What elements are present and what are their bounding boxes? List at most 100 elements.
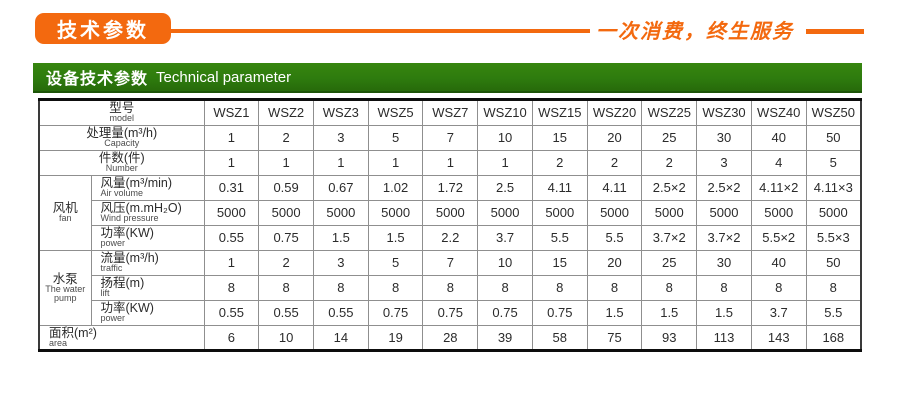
value-cell: 15 (531, 124, 588, 151)
value-cell: 5000 (422, 199, 479, 226)
value-cell: 8 (203, 274, 260, 301)
model-header-cell: WSZ15 (531, 99, 588, 126)
value-cell: 2.5 (477, 174, 533, 201)
table-body: 处理量(m³/h) Capacity 1 2 3 5 7 10 15 20 25 30 40 50 件数(件… (38, 124, 862, 352)
value-cell: 3.7×2 (641, 224, 698, 251)
value-cell: 113 (696, 324, 752, 352)
value-cell: 10 (477, 124, 533, 151)
value-cell: 5.5 (805, 299, 862, 326)
value-cell: 3.7 (477, 224, 533, 251)
model-header-cell: WSZ2 (258, 99, 314, 126)
table-header-row: 型号 model WSZ1 WSZ2 WSZ3 WSZ5 WSZ7 WSZ10 WSZ15 WSZ… (38, 99, 862, 126)
value-cell: 0.55 (203, 299, 260, 326)
param-label-cell: 面积(m²) area (38, 324, 205, 352)
tech-params-badge-label: 技术参数 (57, 20, 149, 42)
value-cell: 3 (312, 249, 369, 276)
value-cell: 0.75 (422, 299, 479, 326)
value-cell: 5000 (312, 199, 369, 226)
table-row: 功率(KW) power 0.55 0.75 1.5 1.5 2.2 3.7 5.5 5.5 3.7… (39, 224, 862, 251)
model-header-cell: WSZ3 (312, 99, 369, 126)
table-row: 处理量(m³/h) Capacity 1 2 3 5 7 10 15 20 25 30 40 50 (38, 124, 862, 151)
value-cell: 1.5 (312, 224, 369, 251)
value-cell: 40 (750, 249, 807, 276)
value-cell: 1.5 (696, 299, 752, 326)
value-cell: 5000 (805, 199, 862, 226)
value-cell: 1.02 (367, 174, 424, 201)
value-cell: 50 (805, 124, 862, 151)
value-cell: 5.5 (586, 224, 643, 251)
value-cell: 2 (258, 249, 314, 276)
value-cell: 93 (641, 324, 698, 352)
value-cell: 0.55 (312, 299, 369, 326)
value-cell: 19 (367, 324, 424, 352)
value-cell: 4.11 (531, 174, 588, 201)
model-header-label: 型号 model (38, 99, 205, 126)
model-header-cell: WSZ1 (203, 99, 260, 126)
value-cell: 2 (586, 149, 643, 176)
value-cell: 8 (367, 274, 424, 301)
value-cell: 5.5×3 (805, 224, 862, 251)
value-cell: 1.5 (367, 224, 424, 251)
table-row: 扬程(m) lift 8 8 8 8 8 8 8 8 8 8 8 8 (39, 274, 862, 301)
value-cell: 14 (312, 324, 369, 352)
value-cell: 8 (258, 274, 314, 301)
value-cell: 5000 (750, 199, 807, 226)
value-cell: 3 (696, 149, 752, 176)
value-cell: 143 (750, 324, 807, 352)
value-cell: 3 (312, 124, 369, 151)
technical-parameter-table: 型号 model WSZ1 WSZ2 WSZ3 WSZ5 WSZ7 WSZ10 WSZ15 WSZ… (38, 98, 862, 353)
param-label-cell: 风压(m.mH₂O) Wind pressure (90, 199, 205, 226)
value-cell: 1 (312, 149, 369, 176)
value-cell: 7 (422, 249, 479, 276)
value-cell: 5000 (641, 199, 698, 226)
value-cell: 1 (477, 149, 533, 176)
value-cell: 2 (531, 149, 588, 176)
value-cell: 8 (477, 274, 533, 301)
section-title-bar: 设备技术参数 Technical parameter (33, 63, 862, 93)
value-cell: 2.5×2 (696, 174, 752, 201)
value-cell: 58 (531, 324, 588, 352)
value-cell: 4.11×3 (805, 174, 862, 201)
value-cell: 0.59 (258, 174, 314, 201)
value-cell: 15 (531, 249, 588, 276)
value-cell: 5 (367, 249, 424, 276)
table-row: 风压(m.mH₂O) Wind pressure 5000 5000 5000 5000 5… (39, 199, 862, 226)
model-header-cell: WSZ30 (696, 99, 752, 126)
value-cell: 5000 (531, 199, 588, 226)
value-cell: 8 (531, 274, 588, 301)
value-cell: 20 (586, 249, 643, 276)
model-header-cell: WSZ20 (586, 99, 643, 126)
value-cell: 5000 (586, 199, 643, 226)
model-header-cell: WSZ5 (367, 99, 424, 126)
value-cell: 2.2 (422, 224, 479, 251)
value-cell: 8 (641, 274, 698, 301)
value-cell: 1 (367, 149, 424, 176)
param-label-cell: 功率(KW) power (90, 299, 205, 326)
value-cell: 8 (805, 274, 862, 301)
tech-params-badge: 技术参数 (35, 13, 171, 44)
value-cell: 50 (805, 249, 862, 276)
group-label-cell: 水泵 The water pump (38, 249, 92, 326)
value-cell: 20 (586, 124, 643, 151)
table-row: 风机 fan 风量(m³/min) Air volume 0.31 0.59 0.67 1.0… (38, 174, 862, 251)
value-cell: 5000 (696, 199, 752, 226)
value-cell: 25 (641, 124, 698, 151)
value-cell: 10 (258, 324, 314, 352)
value-cell: 4.11×2 (750, 174, 807, 201)
value-cell: 40 (750, 124, 807, 151)
model-header-cell: WSZ40 (750, 99, 807, 126)
value-cell: 8 (696, 274, 752, 301)
param-label-cell: 功率(KW) power (90, 224, 205, 251)
value-cell: 5 (367, 124, 424, 151)
value-cell: 30 (696, 249, 752, 276)
value-cell: 5.5×2 (750, 224, 807, 251)
value-cell: 1 (203, 149, 260, 176)
value-cell: 168 (805, 324, 862, 352)
value-cell: 0.75 (367, 299, 424, 326)
value-cell: 10 (477, 249, 533, 276)
value-cell: 5000 (367, 199, 424, 226)
value-cell: 30 (696, 124, 752, 151)
value-cell: 8 (750, 274, 807, 301)
value-cell: 3.7×2 (696, 224, 752, 251)
